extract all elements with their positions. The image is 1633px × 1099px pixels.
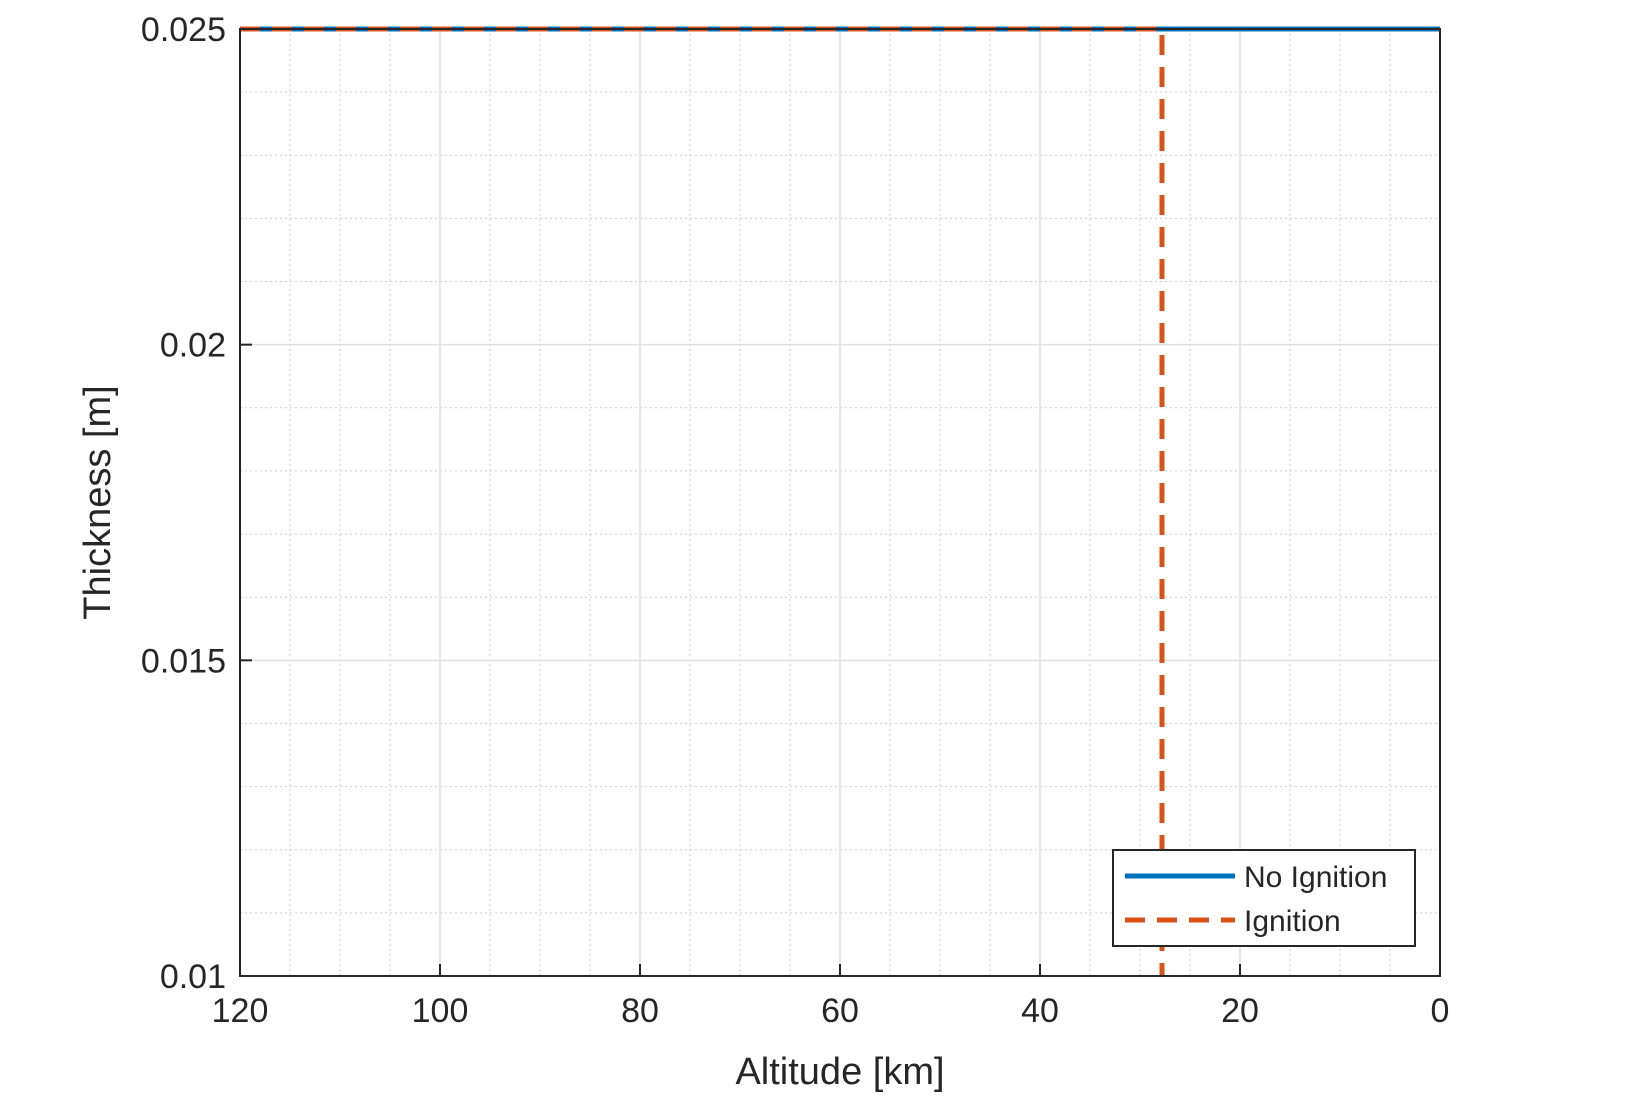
y-tick-label: 0.015 <box>141 642 226 680</box>
y-tick-label: 0.01 <box>160 958 226 996</box>
ignition-line <box>240 26 1165 976</box>
y-axis-label: Thickness [m] <box>77 385 119 619</box>
x-tick-label: 80 <box>621 992 659 1030</box>
axis-ticks: 120 100 80 60 40 20 0 0.01 0.015 0.02 0.025 <box>141 11 1450 1030</box>
x-tick-label: 40 <box>1021 992 1059 1030</box>
x-tick-label: 60 <box>821 992 859 1030</box>
legend-label: Ignition <box>1244 905 1341 938</box>
x-tick-label: 20 <box>1221 992 1259 1030</box>
y-tick-label: 0.02 <box>160 327 226 365</box>
legend-label: No Ignition <box>1244 861 1387 894</box>
x-tick-label: 120 <box>212 992 269 1030</box>
grid <box>239 28 1441 977</box>
x-tick-label: 0 <box>1431 992 1450 1030</box>
x-tick-label: 100 <box>412 992 469 1030</box>
x-axis-label: Altitude [km] <box>735 1051 944 1093</box>
legend: No Ignition Ignition <box>1112 849 1416 947</box>
legend-box <box>1112 849 1416 947</box>
y-tick-label: 0.025 <box>141 11 226 49</box>
